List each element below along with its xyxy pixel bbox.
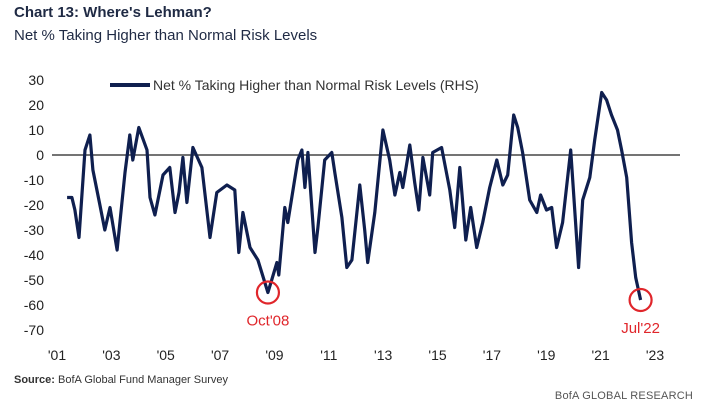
y-tick-label: 20 [28,97,44,113]
x-tick-label: '01 [48,347,66,363]
x-tick-label: '11 [320,347,337,363]
x-tick-label: '19 [537,347,555,363]
x-tick-label: '07 [211,347,229,363]
y-tick-label: -30 [24,222,44,238]
y-tick-label: -70 [24,322,44,338]
x-tick-label: '21 [592,347,610,363]
annotation-label: Oct'08 [246,313,289,330]
x-tick-label: '13 [374,347,392,363]
y-tick-label: 10 [28,122,44,138]
x-tick-label: '17 [483,347,501,363]
source-note: Source: BofA Global Fund Manager Survey [14,374,228,386]
brand-label: BofA GLOBAL RESEARCH [554,390,693,402]
annotation-circle [628,287,653,313]
y-tick-label: -60 [24,297,44,313]
y-tick-label: -40 [24,247,44,263]
x-tick-label: '05 [157,347,175,363]
series-line [67,90,643,301]
chart-title: Chart 13: Where's Lehman? [14,4,212,21]
x-tick-label: '23 [646,347,664,363]
legend-label: Net % Taking Higher than Normal Risk Lev… [153,77,479,93]
annotation-label: Jul'22 [621,320,660,337]
x-tick-label: '09 [265,347,283,363]
source-label: Source: [14,374,55,386]
y-tick-label: 30 [28,72,44,88]
annotation-circle [255,280,281,305]
x-tick-label: '03 [102,347,120,363]
source-text: BofA Global Fund Manager Survey [58,374,229,386]
x-tick-label: '15 [428,347,446,363]
y-tick-label: -20 [24,197,44,213]
y-tick-label: 0 [36,147,44,163]
chart-subtitle: Net % Taking Higher than Normal Risk Lev… [14,27,318,44]
y-tick-label: -10 [24,172,44,188]
y-tick-label: -50 [24,272,44,288]
